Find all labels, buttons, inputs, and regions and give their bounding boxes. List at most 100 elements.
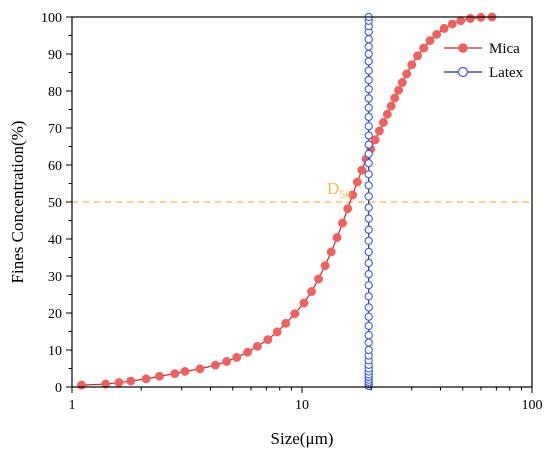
mica-point	[332, 233, 342, 242]
y-tick-label: 50	[48, 196, 62, 211]
mica-point	[154, 371, 164, 381]
x-tick-label: 100	[522, 398, 543, 413]
mica-point	[456, 16, 466, 26]
latex-point	[364, 181, 373, 190]
latex-point	[364, 103, 373, 112]
y-tick-label: 30	[48, 270, 62, 285]
series-latex	[364, 12, 373, 391]
mica-point	[338, 218, 347, 228]
latex-point	[364, 131, 373, 140]
mica-point	[232, 352, 242, 362]
y-tick-label: 60	[48, 159, 62, 174]
mica-point	[141, 374, 151, 384]
y-tick-label: 90	[48, 48, 62, 63]
latex-point	[364, 122, 373, 131]
latex-point	[364, 158, 373, 168]
mica-point	[397, 78, 407, 87]
latex-point	[364, 338, 373, 347]
legend-mica-marker	[458, 43, 468, 53]
mica-point	[352, 177, 362, 187]
x-axis-title: Size(μm)	[271, 429, 334, 448]
y-axis: 0 10 20 30 40 50 60 70 80 90 100	[41, 11, 72, 396]
latex-point	[364, 321, 373, 331]
latex-point	[364, 66, 373, 75]
mica-point	[382, 109, 392, 119]
mica-point	[170, 369, 180, 379]
y-tick-label: 70	[48, 122, 62, 137]
x-tick-label: 10	[295, 398, 309, 413]
latex-point	[364, 331, 373, 340]
latex-point	[364, 258, 373, 268]
series-mica	[77, 12, 497, 390]
mica-point	[326, 247, 336, 257]
latex-point	[364, 269, 373, 279]
latex-point	[364, 345, 373, 355]
mica-point	[114, 378, 124, 388]
mica-point	[466, 14, 475, 23]
mica-point	[407, 60, 417, 70]
mica-point	[425, 36, 435, 46]
latex-point	[364, 140, 373, 149]
y-tick-label: 100	[41, 11, 62, 26]
mica-point	[447, 19, 457, 29]
latex-point	[364, 112, 373, 122]
latex-point	[364, 49, 373, 59]
mica-point	[439, 24, 449, 33]
mica-point	[272, 327, 282, 337]
latex-point	[364, 75, 373, 85]
mica-point	[77, 380, 86, 390]
mica-point	[432, 29, 442, 39]
mica-point	[386, 101, 396, 111]
latex-point	[364, 281, 373, 290]
x-axis: 1 10 100	[69, 387, 543, 413]
x-tick-label: 1	[69, 398, 76, 413]
latex-point	[364, 225, 373, 234]
latex-point	[364, 303, 373, 312]
mica-point	[390, 93, 400, 103]
y-tick-label: 40	[48, 233, 62, 248]
mica-point	[126, 376, 136, 386]
mica-point	[281, 318, 291, 328]
mica-point	[314, 274, 323, 284]
mica-point	[210, 360, 220, 370]
series-layer	[77, 12, 497, 391]
legend: Mica Latex	[444, 41, 524, 81]
annotations: D50	[327, 179, 351, 201]
y-tick-label: 20	[48, 307, 62, 322]
legend-mica-label: Mica	[489, 41, 520, 57]
mica-point	[307, 287, 316, 296]
mica-point	[263, 335, 273, 345]
latex-point	[364, 236, 373, 245]
mica-point	[419, 43, 429, 53]
mica-point	[413, 51, 423, 61]
latex-point	[364, 149, 373, 159]
mica-point	[343, 204, 353, 214]
latex-point	[364, 94, 373, 103]
latex-point	[364, 170, 373, 179]
d50-label: D50	[327, 179, 351, 201]
latex-point	[364, 214, 373, 223]
mica-point	[402, 69, 412, 79]
mica-point	[222, 357, 232, 366]
mica-point	[374, 126, 384, 136]
mica-point	[299, 298, 309, 308]
mica-point	[357, 165, 367, 175]
legend-latex-label: Latex	[489, 65, 524, 81]
mica-point	[180, 367, 190, 376]
mica-point	[378, 118, 388, 127]
y-tick-label: 10	[48, 344, 62, 359]
mica-point	[243, 347, 253, 357]
mica-point	[195, 364, 205, 374]
latex-point	[364, 57, 373, 66]
latex-point	[364, 292, 373, 301]
y-tick-label: 0	[55, 381, 62, 396]
mica-point	[252, 341, 262, 351]
mica-point	[101, 379, 111, 389]
mica-point	[320, 261, 330, 271]
latex-point	[364, 42, 373, 51]
mica-point	[348, 190, 358, 200]
mica-point	[370, 135, 380, 145]
legend-latex-marker	[457, 66, 469, 78]
latex-point	[364, 35, 373, 44]
